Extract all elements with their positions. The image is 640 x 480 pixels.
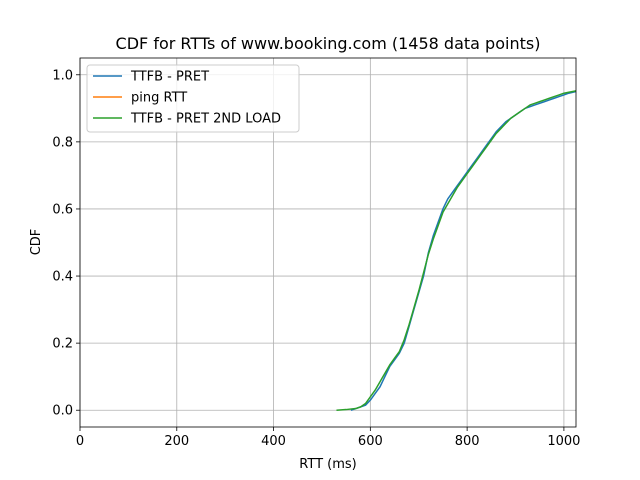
plot-frame xyxy=(79,57,577,428)
x-tick-label: 1000 xyxy=(547,434,580,449)
y-tick-label: 1.0 xyxy=(52,68,73,83)
x-tick-label: 800 xyxy=(455,434,480,449)
x-tick-label: 200 xyxy=(164,434,189,449)
legend-label-2: TTFB - PRET 2ND LOAD xyxy=(130,112,281,127)
y-tick-label: 0.2 xyxy=(52,337,73,352)
x-tick-label: 0 xyxy=(76,434,84,449)
chart-title: CDF for RTTs of www.booking.com (1458 da… xyxy=(116,34,541,53)
legend: TTFB - PRET ping RTT TTFB - PRET 2ND LOAD xyxy=(86,64,300,133)
series-line-0 xyxy=(350,90,577,411)
y-tick-label: 0.0 xyxy=(52,404,73,419)
x-axis-label: RTT (ms) xyxy=(299,457,356,472)
y-tick-label: 0.8 xyxy=(52,135,73,150)
plot-layer xyxy=(336,90,577,411)
legend-box xyxy=(86,64,300,133)
y-tick-label: 0.6 xyxy=(52,202,73,217)
x-tick-label: 600 xyxy=(358,434,383,449)
tick-layer: 0 200 400 600 800 1000 0.0 0.2 0.4 0.6 0.8 1.0 xyxy=(52,68,580,449)
series-line-2 xyxy=(336,90,577,411)
y-tick-label: 0.4 xyxy=(52,270,73,285)
legend-label-1: ping RTT xyxy=(131,91,187,106)
legend-label-0: TTFB - PRET xyxy=(130,70,209,85)
x-tick-label: 400 xyxy=(261,434,286,449)
y-axis-label: CDF xyxy=(29,229,44,256)
